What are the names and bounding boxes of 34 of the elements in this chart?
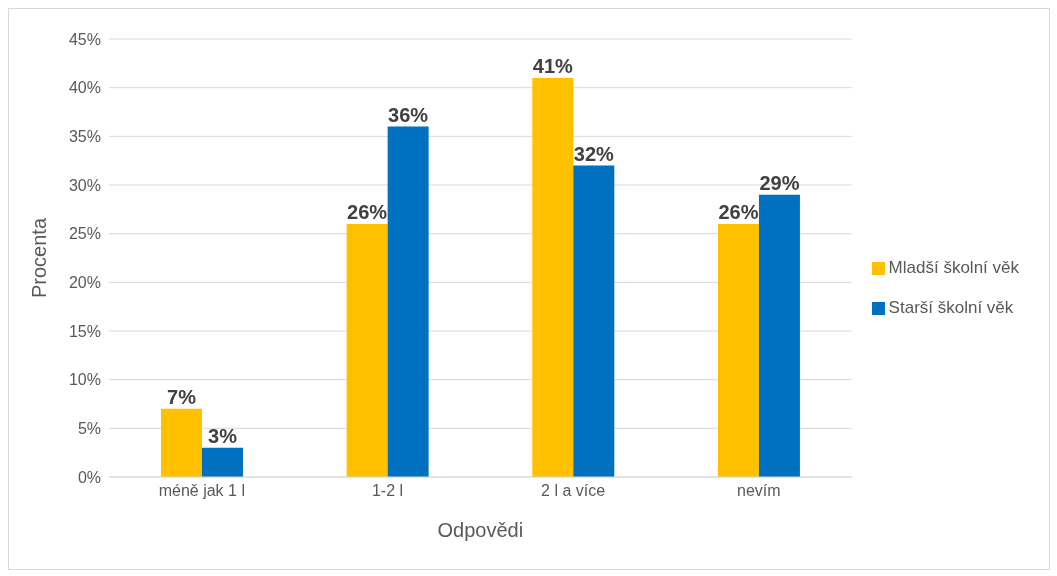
x-tick-label: méně jak 1 l: [158, 482, 245, 500]
legend-label: Mladší školní věk: [888, 258, 1019, 277]
data-label: 26%: [718, 200, 759, 223]
y-tick-label: 20%: [68, 274, 101, 292]
data-label: 36%: [388, 103, 429, 126]
y-tick-label: 40%: [68, 79, 101, 97]
data-label: 32%: [573, 142, 615, 165]
y-tick-label: 30%: [68, 176, 101, 194]
y-tick-label: 25%: [68, 225, 101, 243]
x-tick-label: nevím: [736, 482, 781, 500]
y-tick-label: 35%: [68, 128, 101, 146]
y-tick-label: 15%: [68, 322, 101, 340]
bar: [532, 77, 574, 477]
bar: [717, 223, 759, 477]
y-axis-title: Procenta: [28, 217, 51, 299]
bar: [201, 447, 243, 477]
data-label: 26%: [347, 200, 388, 223]
x-axis-title: Odpovědi: [437, 519, 524, 541]
legend-label: Starší školní věk: [888, 298, 1014, 317]
data-label: 7%: [167, 385, 197, 408]
y-tick-label: 5%: [77, 420, 101, 438]
data-label: 3%: [208, 424, 238, 447]
x-tick-label: 2 l a více: [541, 482, 606, 500]
bar: [160, 408, 202, 477]
y-tick-label: 10%: [68, 371, 101, 389]
bar: [346, 223, 388, 477]
y-tick-label: 45%: [68, 30, 101, 48]
data-label: 41%: [532, 54, 574, 77]
x-tick-label: 1-2 l: [371, 482, 404, 500]
bar: [573, 165, 615, 477]
y-tick-label: 0%: [77, 468, 101, 486]
data-label: 29%: [759, 171, 800, 194]
bar: [387, 126, 429, 477]
bar: [758, 194, 800, 477]
